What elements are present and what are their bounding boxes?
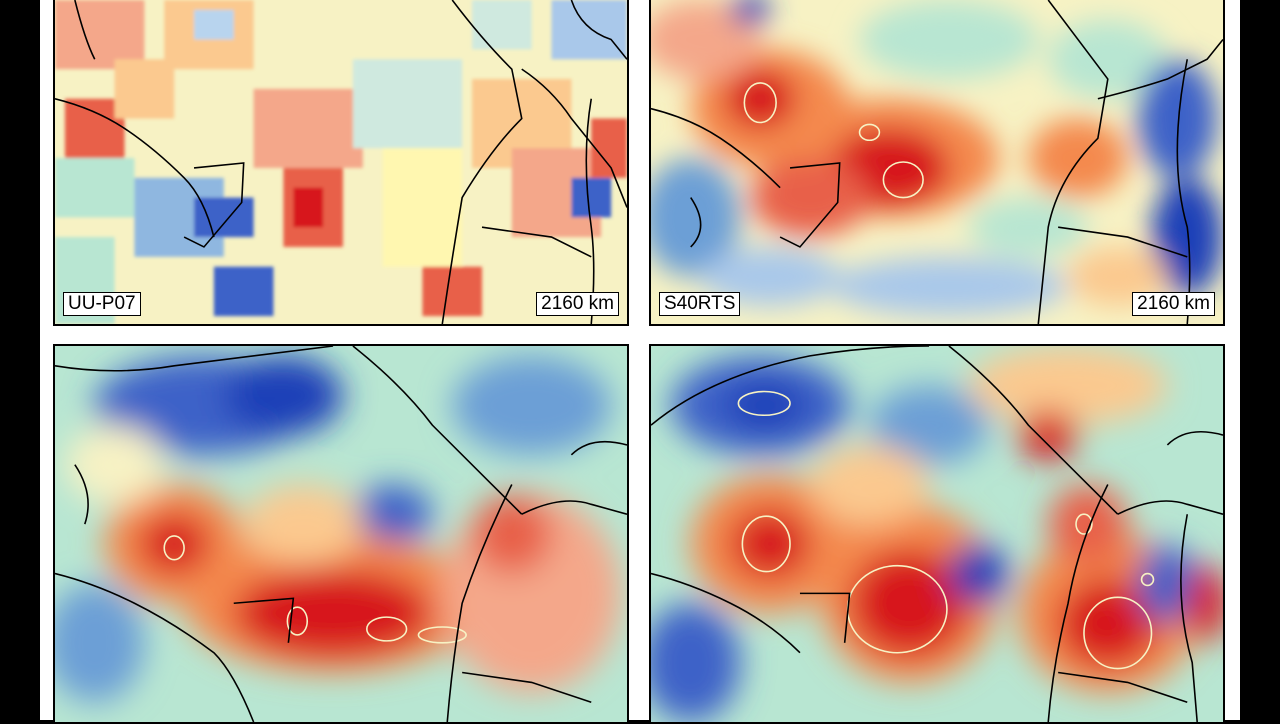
tomography-panel-uu-p07: UU-P07 2160 km [53, 0, 629, 326]
coastlines [55, 346, 627, 722]
tomography-panel-4 [649, 344, 1225, 724]
model-label: S40RTS [659, 292, 741, 316]
tomography-panel-3 [53, 344, 629, 724]
coastlines [651, 346, 1223, 722]
model-label: UU-P07 [63, 292, 141, 316]
velocity-map [55, 346, 627, 722]
coastlines [651, 0, 1223, 324]
velocity-map [55, 0, 627, 324]
depth-label: 2160 km [536, 292, 619, 316]
tomography-panel-s40rts: S40RTS 2160 km [649, 0, 1225, 326]
velocity-map [651, 346, 1223, 722]
velocity-map [651, 0, 1223, 324]
depth-label: 2160 km [1132, 292, 1215, 316]
coastlines [55, 0, 627, 324]
